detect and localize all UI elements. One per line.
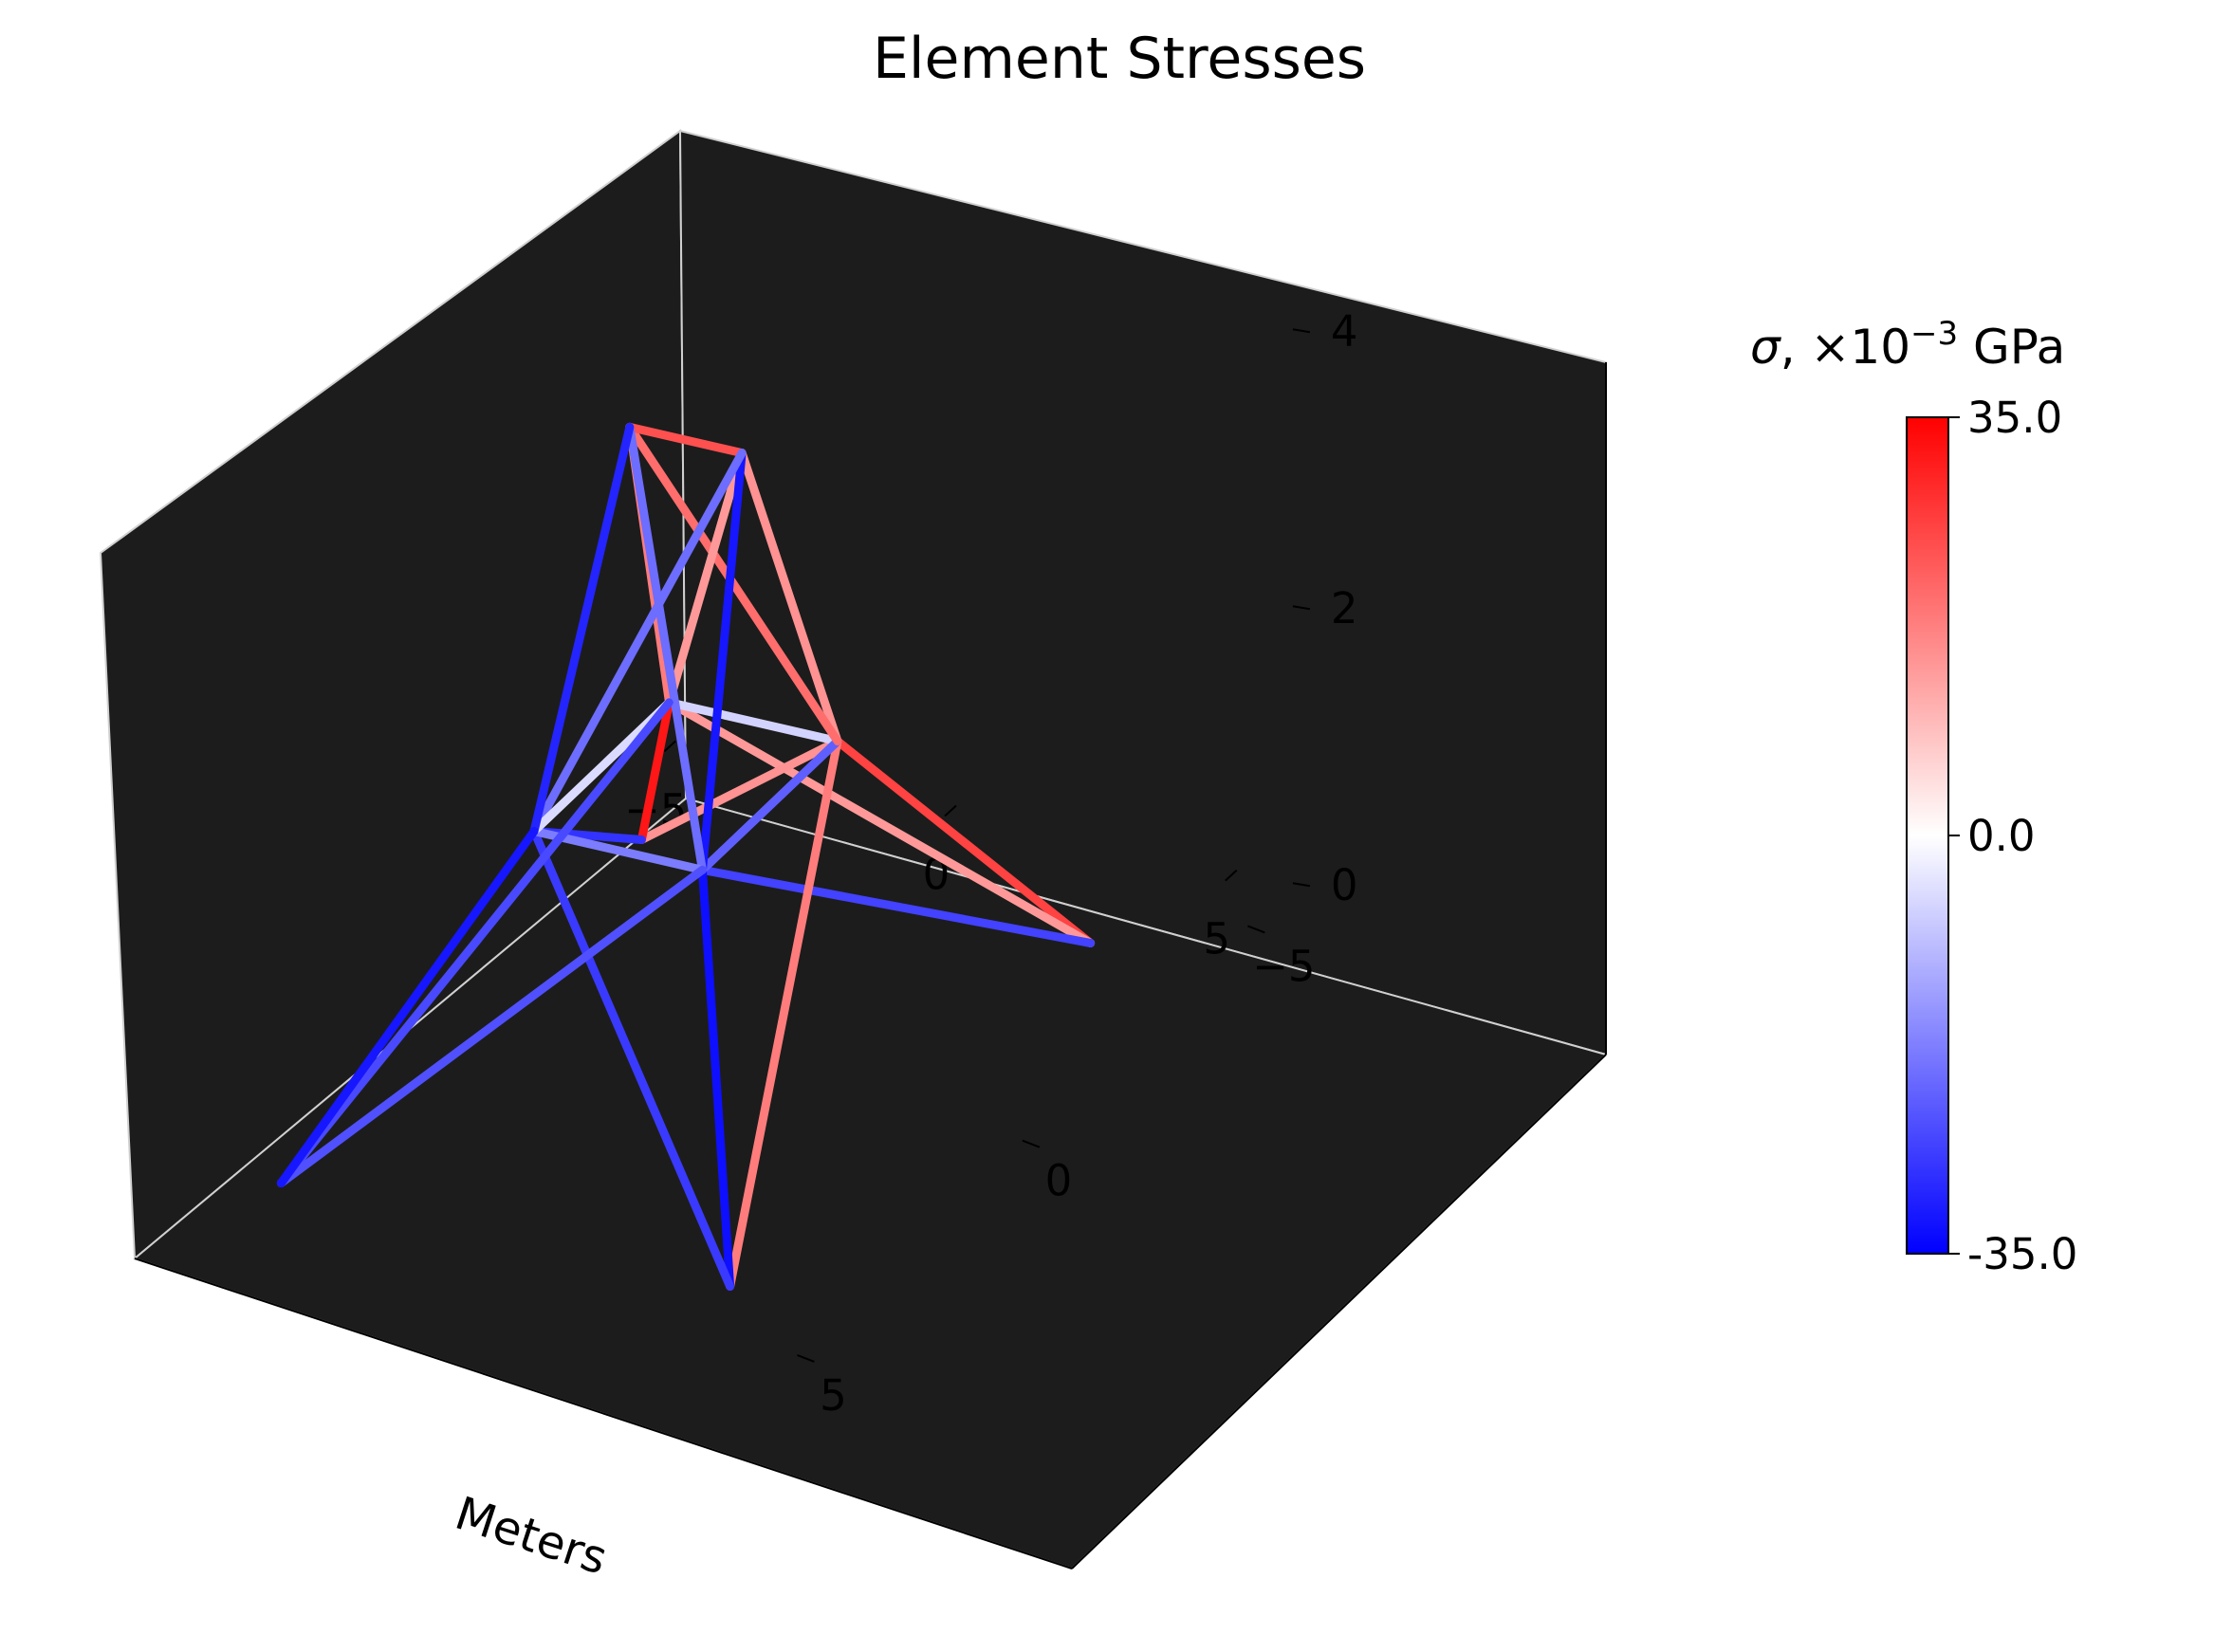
x-axis-label: Meters	[449, 1487, 613, 1586]
colorbar-gradient	[1906, 416, 1949, 1255]
element-7-10	[697, 449, 747, 874]
axes-3d	[99, 129, 1608, 1570]
z-tick	[1292, 605, 1311, 611]
y-axis-line	[1071, 1054, 1607, 1569]
element-1-5	[637, 698, 674, 845]
z-tick	[1292, 882, 1311, 888]
x-tick	[1225, 869, 1238, 882]
element-2-7	[697, 865, 1096, 947]
element-8-9	[529, 422, 635, 835]
z-tick-label: 0	[1331, 860, 1358, 910]
element-4-8	[276, 826, 539, 1188]
element-6-7	[697, 737, 842, 874]
element-6-10	[737, 449, 842, 746]
y-tick	[797, 1354, 815, 1363]
z-tick	[1292, 328, 1311, 334]
z-tick-label: 2	[1331, 583, 1358, 633]
colorbar-tick-label: -35.0	[1967, 1229, 2077, 1279]
colorbar-tick-label: 0.0	[1967, 811, 2036, 861]
colorbar: σ, ×10−3 GPa 35.0 0.0 -35.0	[1750, 315, 2077, 1279]
x-tick-label: −5	[624, 784, 687, 835]
element-2-6	[833, 737, 1096, 947]
z-tick-label: 4	[1331, 306, 1358, 357]
colorbar-title: σ, ×10−3 GPa	[1750, 315, 2065, 375]
element-5-10	[665, 449, 747, 707]
y-tick	[1247, 925, 1265, 934]
colorbar-ticks: 35.0 0.0 -35.0	[1948, 393, 2077, 1279]
element-1-6	[637, 737, 842, 845]
x-axis-line	[134, 1257, 1073, 1569]
element-9-10	[625, 422, 747, 458]
truss-elements	[276, 422, 1096, 1291]
colorbar-tick-label: 35.0	[1967, 393, 2062, 443]
element-5-6	[665, 698, 842, 746]
element-7-9	[625, 422, 707, 874]
y-tick	[1022, 1139, 1041, 1148]
element-3-8	[529, 826, 735, 1291]
element-3-6	[726, 737, 842, 1291]
x-tick-label: 5	[1203, 914, 1230, 964]
element-4-7	[276, 865, 707, 1188]
element-4-5	[276, 698, 674, 1188]
x-tick	[663, 740, 676, 753]
y-tick-label: 5	[820, 1370, 847, 1421]
chart-title: Element Stresses	[873, 26, 1366, 92]
y-tick-label: −5	[1252, 941, 1315, 991]
element-2-5	[665, 698, 1096, 947]
element-8-10	[529, 449, 747, 835]
element-3-7	[697, 865, 735, 1291]
x-tick	[944, 804, 957, 817]
y-tick-label: 0	[1045, 1156, 1073, 1206]
